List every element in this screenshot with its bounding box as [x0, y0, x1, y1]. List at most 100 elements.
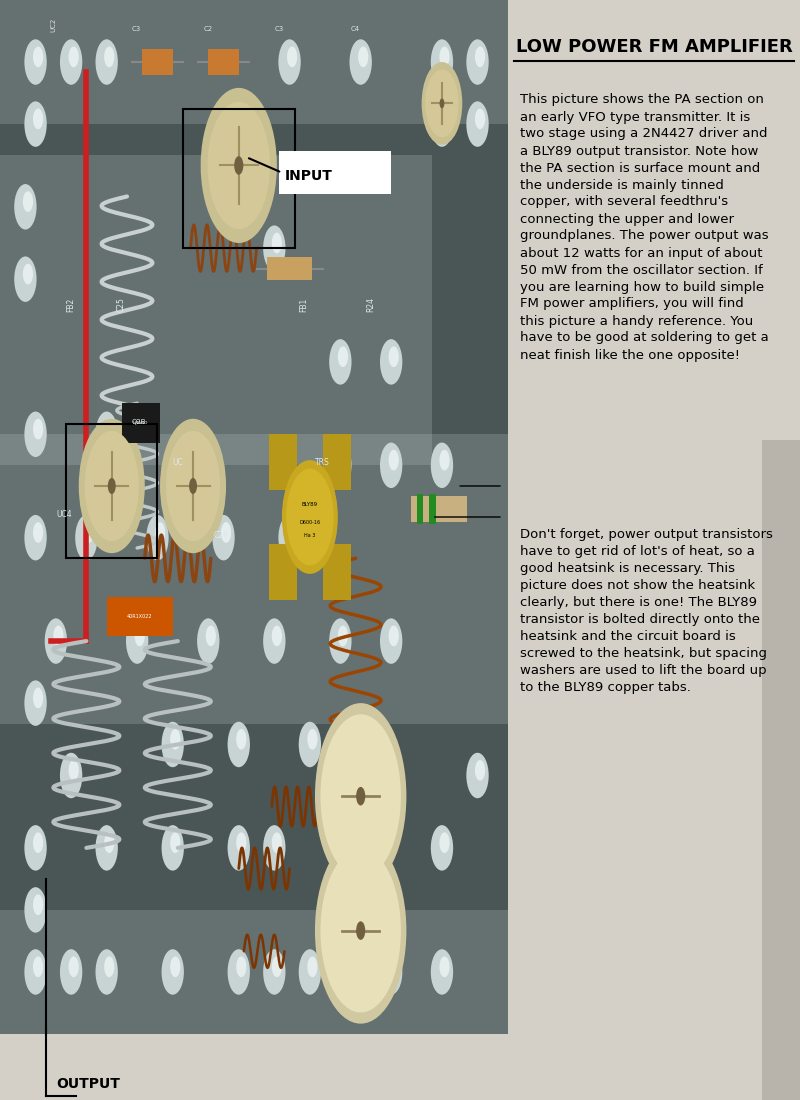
Circle shape: [60, 949, 82, 994]
Text: HITANO: HITANO: [133, 421, 149, 425]
Circle shape: [338, 626, 348, 646]
Circle shape: [282, 460, 338, 574]
Circle shape: [380, 442, 402, 488]
Circle shape: [221, 522, 231, 543]
Circle shape: [422, 62, 462, 145]
Circle shape: [287, 46, 297, 67]
Circle shape: [278, 40, 301, 85]
Circle shape: [95, 825, 118, 870]
Text: UC2: UC2: [51, 18, 57, 32]
Circle shape: [236, 729, 246, 750]
Text: C3: C3: [132, 26, 142, 32]
Bar: [66, 424, 158, 559]
Bar: [762, 440, 800, 1100]
Circle shape: [189, 477, 197, 494]
Circle shape: [207, 102, 270, 229]
Circle shape: [329, 442, 351, 488]
Circle shape: [475, 760, 485, 781]
Circle shape: [475, 109, 485, 130]
Text: Ha 3: Ha 3: [304, 534, 315, 538]
Circle shape: [197, 618, 219, 663]
Circle shape: [380, 949, 402, 994]
Circle shape: [33, 894, 43, 915]
Circle shape: [23, 264, 33, 285]
Text: C3: C3: [274, 26, 283, 32]
Circle shape: [155, 522, 165, 543]
Circle shape: [33, 688, 43, 708]
Bar: [430, 494, 436, 525]
Circle shape: [278, 515, 301, 560]
Circle shape: [170, 956, 180, 977]
Circle shape: [227, 949, 250, 994]
Circle shape: [307, 729, 318, 750]
Circle shape: [162, 949, 184, 994]
Circle shape: [466, 40, 489, 85]
Bar: [323, 434, 350, 491]
Bar: [417, 494, 423, 525]
Circle shape: [162, 825, 184, 870]
Bar: [0, 910, 508, 1034]
Circle shape: [358, 46, 368, 67]
Circle shape: [307, 956, 318, 977]
Circle shape: [263, 226, 286, 271]
Circle shape: [439, 450, 450, 471]
Circle shape: [33, 419, 43, 440]
Text: FB1: FB1: [300, 298, 309, 312]
Circle shape: [439, 109, 450, 130]
Circle shape: [236, 956, 246, 977]
Circle shape: [227, 825, 250, 870]
Circle shape: [298, 722, 321, 767]
Circle shape: [160, 419, 226, 553]
Circle shape: [33, 833, 43, 854]
Text: FB2: FB2: [66, 298, 75, 312]
Circle shape: [338, 450, 348, 471]
Circle shape: [439, 98, 444, 109]
Circle shape: [430, 949, 453, 994]
Circle shape: [14, 256, 37, 301]
Circle shape: [75, 515, 98, 560]
Circle shape: [236, 201, 246, 222]
Circle shape: [263, 825, 286, 870]
Circle shape: [430, 101, 453, 146]
Circle shape: [33, 522, 43, 543]
Circle shape: [24, 515, 46, 560]
Circle shape: [146, 515, 169, 560]
Bar: [323, 543, 350, 600]
Circle shape: [338, 346, 348, 367]
Circle shape: [108, 477, 116, 494]
Bar: [183, 109, 294, 249]
Text: OUTPUT: OUTPUT: [56, 1077, 120, 1091]
Circle shape: [33, 956, 43, 977]
Circle shape: [45, 618, 67, 663]
Text: D600-16: D600-16: [299, 519, 321, 525]
Circle shape: [24, 411, 46, 456]
Text: C25: C25: [117, 297, 126, 312]
Circle shape: [95, 40, 118, 85]
Text: Don't forget, power output transistors
have to get rid of lot's of heat, so a
go: Don't forget, power output transistors h…: [520, 528, 773, 694]
Circle shape: [170, 729, 180, 750]
Circle shape: [389, 956, 398, 977]
Bar: [142, 50, 173, 75]
Bar: [152, 155, 432, 465]
Bar: [0, 434, 508, 724]
Circle shape: [78, 419, 145, 553]
Circle shape: [60, 752, 82, 799]
Bar: [106, 596, 173, 636]
Circle shape: [298, 949, 321, 994]
Bar: [0, 155, 152, 465]
Circle shape: [134, 626, 145, 646]
Circle shape: [201, 88, 277, 243]
Circle shape: [69, 956, 78, 977]
Text: C4: C4: [350, 26, 360, 32]
Circle shape: [315, 703, 406, 889]
Circle shape: [315, 837, 406, 1024]
Circle shape: [24, 888, 46, 933]
Bar: [0, 0, 508, 124]
Text: C2: C2: [203, 26, 212, 32]
Circle shape: [272, 956, 282, 977]
Circle shape: [60, 40, 82, 85]
Circle shape: [206, 626, 216, 646]
Circle shape: [227, 722, 250, 767]
Circle shape: [329, 618, 351, 663]
Circle shape: [329, 339, 351, 385]
